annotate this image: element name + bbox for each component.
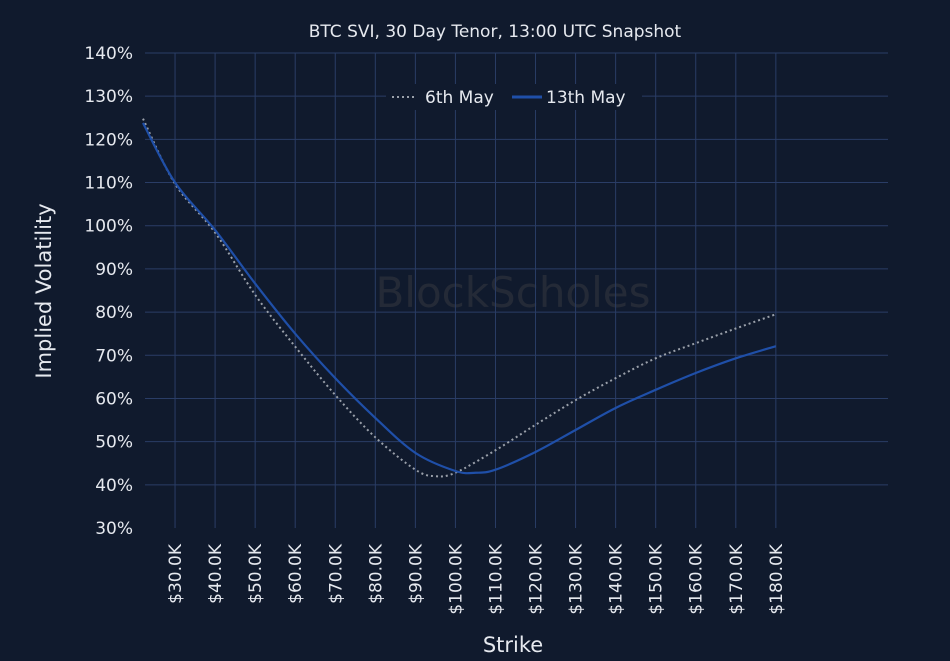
- x-tick-label: $170.0K: [727, 543, 747, 614]
- y-tick-label: 140%: [84, 44, 133, 64]
- y-tick-label: 90%: [95, 260, 133, 280]
- legend-label-13th-may: 13th May: [546, 88, 626, 108]
- y-axis-label: Implied Volatility: [32, 203, 56, 378]
- x-tick-label: $120.0K: [527, 543, 547, 614]
- x-tick-label: $80.0K: [366, 543, 386, 604]
- legend: 6th May 13th May: [386, 84, 642, 110]
- x-tick-label: $130.0K: [567, 543, 587, 614]
- y-tick-label: 120%: [84, 130, 133, 150]
- x-tick-label: $90.0K: [406, 543, 426, 604]
- x-tick-label: $40.0K: [206, 543, 226, 604]
- legend-label-6th-may: 6th May: [425, 88, 494, 108]
- y-tick-label: 80%: [95, 303, 133, 323]
- y-tick-label: 100%: [84, 217, 133, 237]
- series-layer: [142, 118, 777, 478]
- y-tick-label: 30%: [95, 519, 133, 539]
- x-tick-label: $160.0K: [687, 543, 707, 614]
- series-line-6th-may: [142, 118, 777, 478]
- x-tick-label: $30.0K: [166, 543, 186, 604]
- x-tick-label: $110.0K: [486, 543, 506, 614]
- x-tick-label: $180.0K: [767, 543, 787, 614]
- y-tick-label: 60%: [95, 389, 133, 409]
- x-axis-label: Strike: [483, 633, 543, 657]
- x-tick-label: $60.0K: [286, 543, 306, 604]
- grid: [145, 52, 888, 528]
- ticks: 30% 40% 50% 60% 70% 80% 90% 100% 110% 120% 130% 140…: [84, 44, 786, 615]
- y-tick-label: 50%: [95, 433, 133, 453]
- series-line-13th-may: [142, 122, 777, 475]
- x-tick-label: $100.0K: [446, 543, 466, 614]
- x-tick-label: $150.0K: [647, 543, 667, 614]
- watermark: BlockScholes: [375, 268, 650, 317]
- x-tick-label: $140.0K: [607, 543, 627, 614]
- y-tick-label: 40%: [95, 476, 133, 496]
- chart-title: BTC SVI, 30 Day Tenor, 13:00 UTC Snapsho…: [309, 22, 682, 42]
- y-tick-label: 70%: [95, 346, 133, 366]
- x-tick-label: $50.0K: [246, 543, 266, 604]
- y-tick-label: 110%: [84, 174, 133, 194]
- y-tick-label: 130%: [84, 87, 133, 107]
- x-tick-label: $70.0K: [326, 543, 346, 604]
